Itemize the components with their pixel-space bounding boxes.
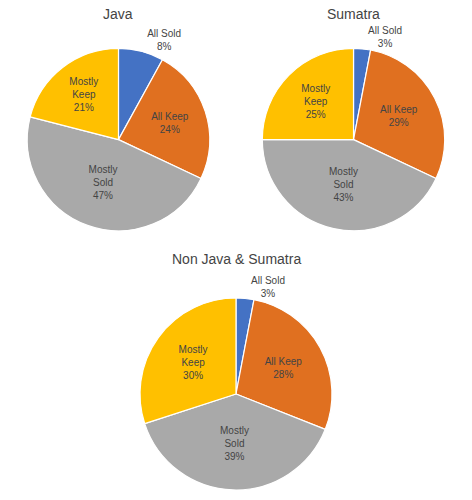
svg-text:Non Java & Sumatra: Non Java & Sumatra — [172, 251, 301, 267]
svg-text:MostlyKeep30%: MostlyKeep30% — [179, 344, 208, 381]
svg-text:All Sold3%: All Sold3% — [251, 275, 285, 299]
svg-text:MostlyKeep25%: MostlyKeep25% — [301, 83, 330, 120]
svg-text:All Sold3%: All Sold3% — [368, 25, 402, 49]
svg-text:Sumatra: Sumatra — [327, 6, 380, 22]
svg-text:MostlySold39%: MostlySold39% — [220, 425, 249, 462]
svg-text:MostlySold43%: MostlySold43% — [329, 166, 358, 203]
svg-text:All Keep28%: All Keep28% — [265, 356, 303, 380]
svg-text:Java: Java — [103, 6, 133, 22]
svg-text:All Keep24%: All Keep24% — [151, 111, 189, 135]
svg-text:All Sold8%: All Sold8% — [147, 28, 181, 52]
svg-text:All Keep29%: All Keep29% — [380, 104, 418, 128]
svg-text:MostlySold47%: MostlySold47% — [89, 164, 118, 201]
svg-text:MostlyKeep21%: MostlyKeep21% — [69, 76, 98, 113]
